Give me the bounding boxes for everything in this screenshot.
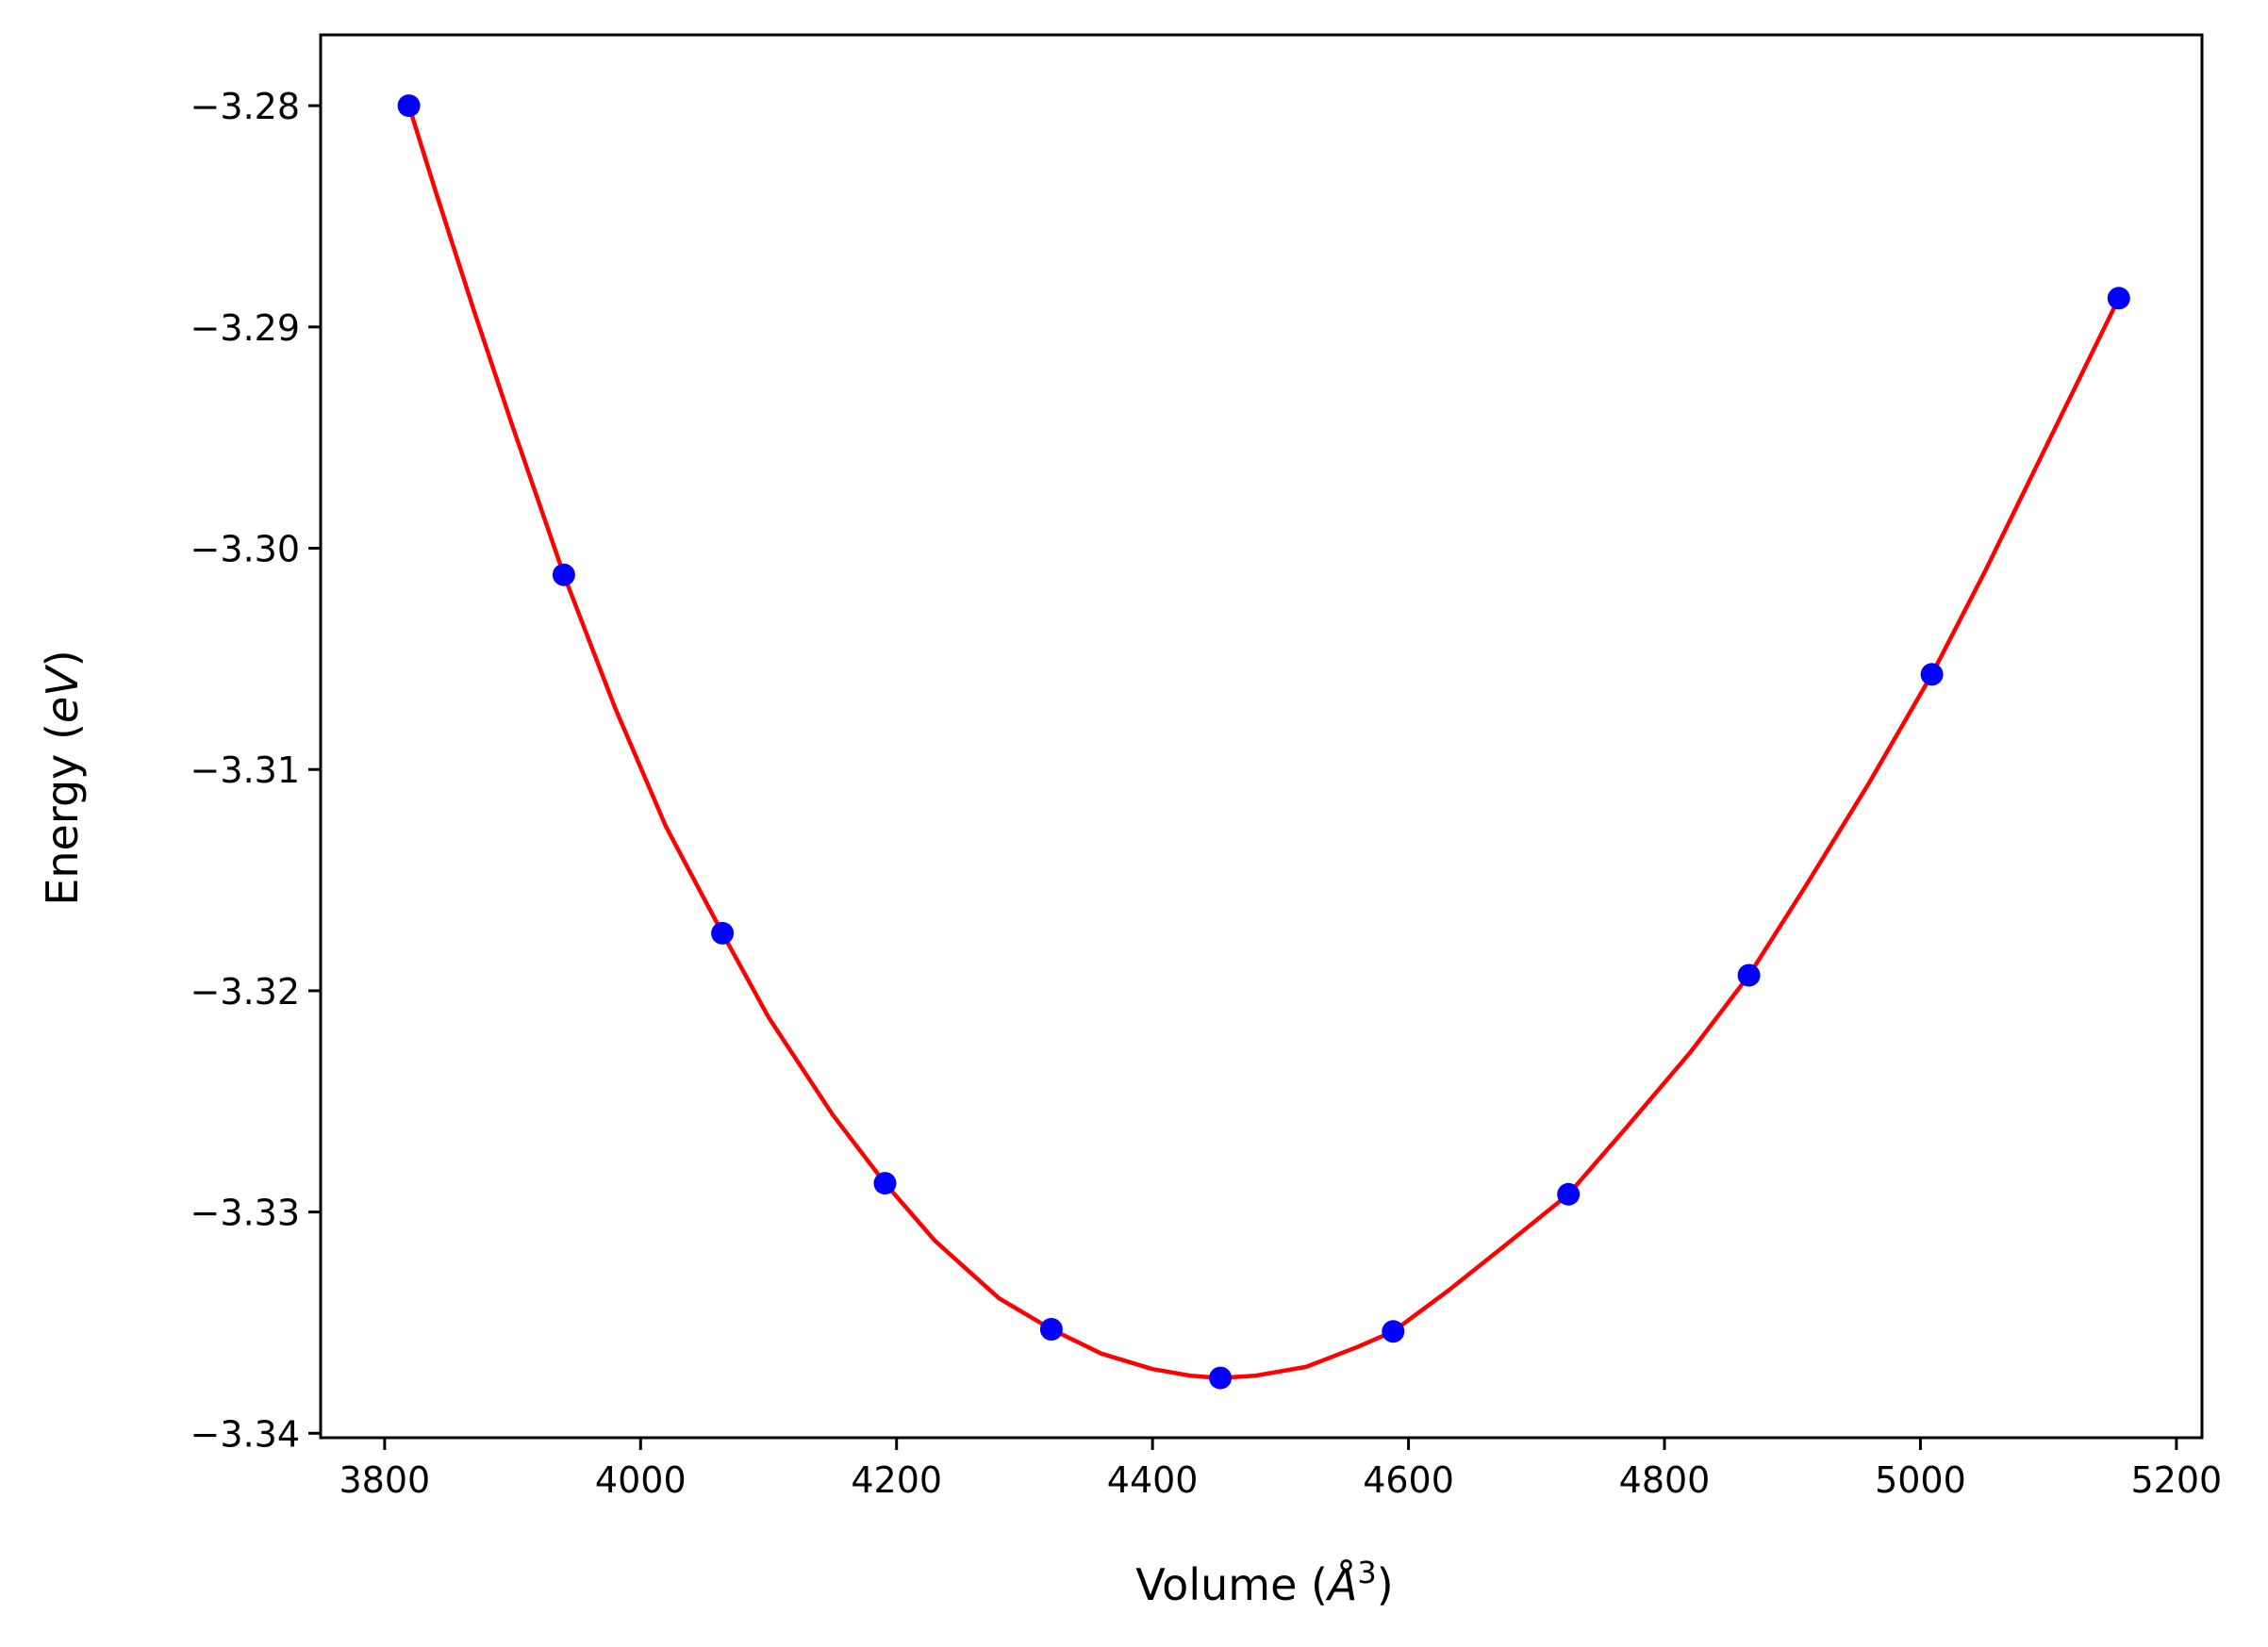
y-tick-label: −3.33 bbox=[190, 1193, 300, 1234]
data-point bbox=[1039, 1318, 1063, 1341]
x-tick-label: 4800 bbox=[1619, 1459, 1711, 1501]
series-layer bbox=[397, 94, 2130, 1390]
plot-area bbox=[319, 33, 2204, 1440]
data-point bbox=[552, 563, 575, 586]
x-tick-label: 5200 bbox=[2130, 1459, 2222, 1501]
y-tick-label: −3.30 bbox=[190, 529, 300, 570]
x-tick-label: 4400 bbox=[1107, 1459, 1199, 1501]
y-axis-label-unit: eV bbox=[37, 664, 88, 723]
x-tick-label: 3800 bbox=[339, 1459, 430, 1501]
x-axis-label-symbol: Å bbox=[1325, 1559, 1357, 1610]
y-axis-label-suffix: ) bbox=[37, 650, 88, 667]
data-point bbox=[873, 1172, 897, 1195]
data-point bbox=[711, 921, 735, 945]
y-axis: −3.28 −3.29 −3.30 −3.31 −3.32 −3.33 −3.34 bbox=[190, 86, 321, 1455]
data-point bbox=[1737, 963, 1761, 987]
x-tick-label: 4600 bbox=[1363, 1459, 1454, 1501]
x-tick-label: 4000 bbox=[595, 1459, 687, 1501]
data-point bbox=[1920, 663, 1944, 686]
data-point bbox=[1382, 1320, 1405, 1343]
x-axis: 3800 4000 4200 4400 4600 4800 5000 5200 bbox=[339, 1438, 2222, 1501]
x-axis-label-prefix: Volume ( bbox=[1135, 1559, 1328, 1610]
y-tick-label: −3.31 bbox=[190, 749, 300, 791]
y-axis-label: Energy (eV) bbox=[37, 650, 88, 905]
x-axis-label: Volume (Å3) bbox=[1135, 1555, 1393, 1610]
data-point bbox=[1557, 1182, 1581, 1206]
y-tick-label: −3.28 bbox=[190, 86, 300, 127]
y-axis-label-prefix: Energy ( bbox=[37, 723, 88, 906]
x-axis-label-suffix: ) bbox=[1377, 1559, 1394, 1610]
fit-curve-line bbox=[406, 103, 2122, 1380]
data-point bbox=[397, 94, 421, 118]
y-tick-label: −3.29 bbox=[190, 307, 300, 349]
data-point bbox=[2107, 287, 2130, 310]
y-tick-label: −3.32 bbox=[190, 971, 300, 1013]
plot-frame bbox=[319, 33, 2204, 1440]
x-axis-label-superscript: 3 bbox=[1357, 1555, 1376, 1590]
x-tick-label: 5000 bbox=[1875, 1459, 1966, 1501]
y-tick-label: −3.34 bbox=[190, 1413, 300, 1455]
data-point bbox=[1209, 1366, 1233, 1390]
x-tick-label: 4200 bbox=[851, 1459, 942, 1501]
